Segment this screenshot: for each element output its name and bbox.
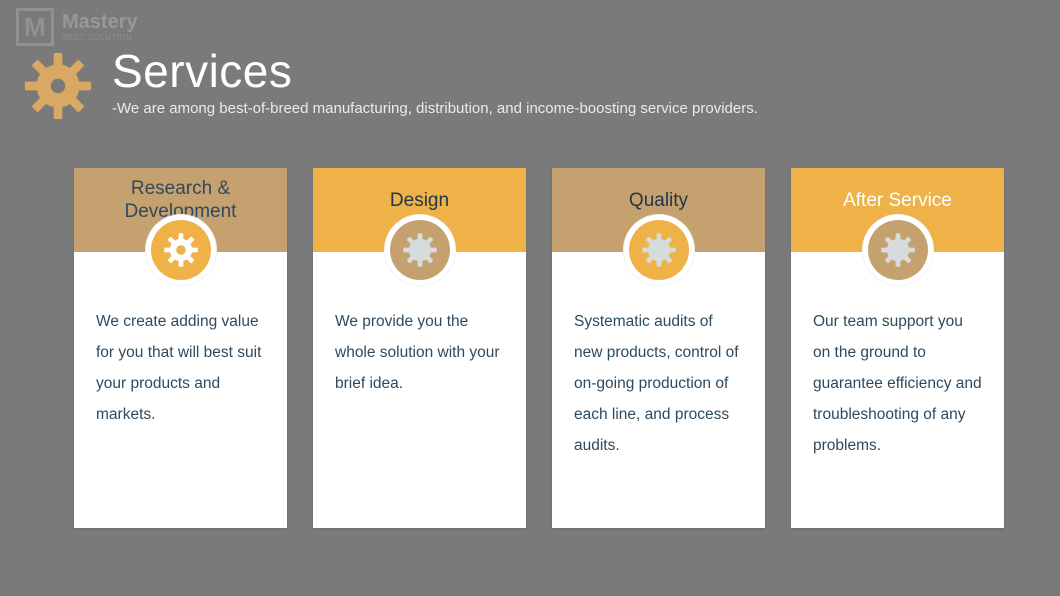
card-icon-badge bbox=[384, 214, 456, 286]
logo-subtitle: BEST SOLUTION bbox=[62, 34, 138, 42]
logo-title: Mastery bbox=[62, 12, 138, 32]
card-body: We provide you the whole solution with y… bbox=[313, 252, 526, 528]
page-subtitle: -We are among best-of-breed manufacturin… bbox=[112, 100, 758, 117]
logo-text: Mastery BEST SOLUTION bbox=[62, 12, 138, 42]
card-quality: Quality bbox=[552, 168, 765, 528]
card-icon-badge bbox=[623, 214, 695, 286]
card-header: Quality bbox=[552, 168, 765, 252]
card-title: Quality bbox=[621, 190, 696, 213]
gear-icon bbox=[22, 50, 94, 122]
card-after-service: After Service bbox=[791, 168, 1004, 528]
card-body: We create adding value for you that will… bbox=[74, 252, 287, 528]
logo: M Mastery BEST SOLUTION bbox=[16, 8, 138, 46]
gear-icon bbox=[629, 220, 689, 280]
card-body: Systematic audits of new products, contr… bbox=[552, 252, 765, 528]
card-design: Design bbox=[313, 168, 526, 528]
logo-mark: M bbox=[16, 8, 54, 46]
card-icon-badge bbox=[145, 214, 217, 286]
gear-icon bbox=[868, 220, 928, 280]
card-header: Design bbox=[313, 168, 526, 252]
card-header: After Service bbox=[791, 168, 1004, 252]
card-header: Research & Development bbox=[74, 168, 287, 252]
card-research: Research & Development bbox=[74, 168, 287, 528]
card-title: After Service bbox=[835, 190, 960, 213]
card-icon-badge bbox=[862, 214, 934, 286]
logo-letter: M bbox=[24, 12, 46, 43]
service-cards: Research & Development bbox=[74, 168, 1004, 528]
gear-icon bbox=[390, 220, 450, 280]
card-title: Design bbox=[382, 190, 457, 213]
gear-icon bbox=[151, 220, 211, 280]
card-body: Our team support you on the ground to gu… bbox=[791, 252, 1004, 528]
page-title: Services bbox=[112, 44, 758, 98]
header-text: Services -We are among best-of-breed man… bbox=[112, 44, 758, 117]
page-header: Services -We are among best-of-breed man… bbox=[22, 44, 758, 122]
